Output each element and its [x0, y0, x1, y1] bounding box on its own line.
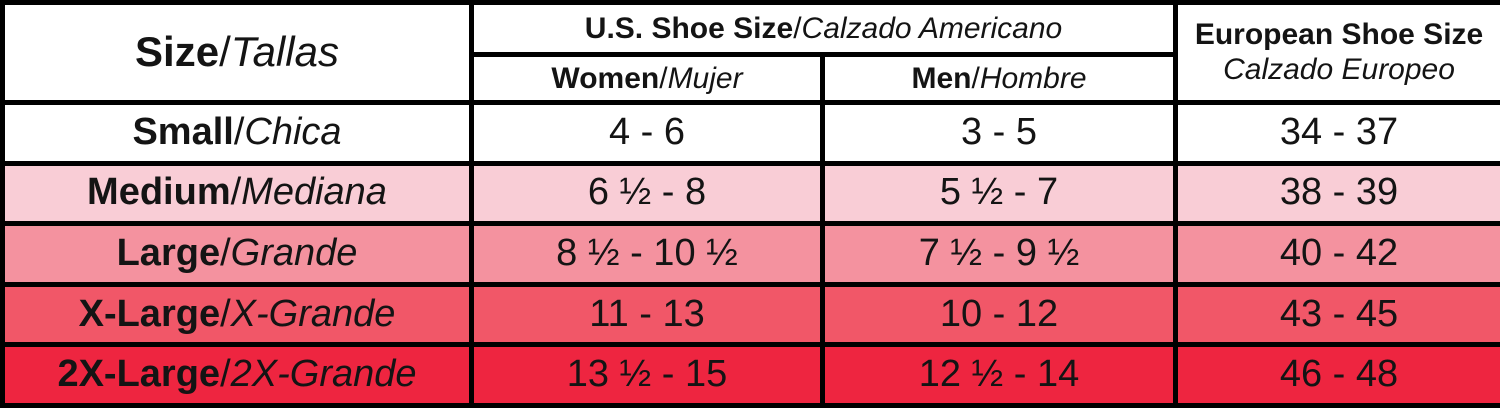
european-value-large: 40 - 42 — [1173, 221, 1500, 287]
size-label-separator: / — [230, 171, 242, 214]
us-header-separator: / — [793, 11, 802, 45]
size-label-es: X-Grande — [230, 292, 396, 335]
size-label-es: Chica — [244, 110, 342, 153]
men-header-es: Hombre — [979, 61, 1087, 95]
size-header-separator: / — [219, 28, 231, 76]
women-value-large: 8 ½ - 10 ½ — [469, 221, 825, 287]
size-label-en: Medium — [87, 171, 231, 214]
size-label-separator: / — [220, 232, 231, 275]
men-value-xlarge: 10 - 12 — [819, 281, 1179, 348]
table-row-2xlarge: 2X-Large/2X-Grande 13 ½ - 15 12 ½ - 14 4… — [0, 342, 1500, 408]
size-label-es: Mediana — [241, 171, 387, 214]
men-subheader: Men/Hombre — [819, 52, 1179, 105]
women-subheader: Women/Mujer — [469, 52, 825, 105]
size-label-en: Large — [116, 232, 221, 275]
women-header-es: Mujer — [667, 61, 743, 95]
european-shoe-size-header: European Shoe Size Calzado Europeo — [1173, 0, 1500, 105]
size-label-xlarge: X-Large/X-Grande — [0, 281, 474, 348]
european-value-medium: 38 - 39 — [1173, 160, 1500, 227]
size-label-en: Small — [132, 110, 234, 153]
women-header-en: Women — [551, 61, 660, 95]
european-value-2xlarge: 46 - 48 — [1173, 342, 1500, 408]
us-shoe-size-header: U.S. Shoe Size/Calzado Americano — [468, 0, 1179, 58]
european-header-en: European Shoe Size — [1194, 17, 1484, 51]
table-row-large: Large/Grande 8 ½ - 10 ½ 7 ½ - 9 ½ 40 - 4… — [0, 221, 1500, 287]
us-header-en: U.S. Shoe Size — [584, 11, 794, 45]
size-header-en: Size — [135, 28, 220, 76]
size-label-2xlarge: 2X-Large/2X-Grande — [0, 342, 474, 408]
header-row-1: Size/Tallas U.S. Shoe Size/Calzado Ameri… — [0, 0, 1500, 105]
header-row-2: Women/Mujer Men/Hombre — [3, 52, 1500, 105]
size-label-small: Small/Chica — [0, 99, 474, 166]
women-value-medium: 6 ½ - 8 — [469, 160, 825, 227]
size-label-es: 2X-Grande — [230, 353, 417, 396]
size-label-large: Large/Grande — [0, 221, 474, 287]
size-label-es: Grande — [230, 232, 358, 275]
women-value-2xlarge: 13 ½ - 15 — [469, 342, 825, 408]
size-label-en: X-Large — [78, 292, 221, 335]
european-header-es: Calzado Europeo — [1223, 53, 1455, 87]
table-row-small: Small/Chica 4 - 6 3 - 5 34 - 37 — [0, 99, 1500, 166]
table-row-xlarge: X-Large/X-Grande 11 - 13 10 - 12 43 - 45 — [0, 281, 1500, 348]
european-value-xlarge: 43 - 45 — [1173, 281, 1500, 348]
table-row-medium: Medium/Mediana 6 ½ - 8 5 ½ - 7 38 - 39 — [0, 160, 1500, 227]
women-value-small: 4 - 6 — [469, 99, 825, 166]
us-header-es: Calzado Americano — [801, 11, 1063, 45]
men-value-small: 3 - 5 — [819, 99, 1179, 166]
men-value-2xlarge: 12 ½ - 14 — [819, 342, 1179, 408]
men-value-large: 7 ½ - 9 ½ — [819, 221, 1179, 287]
women-header-separator: / — [659, 61, 668, 95]
men-header-separator: / — [971, 61, 980, 95]
size-column-header: Size/Tallas — [0, 0, 474, 105]
men-header-en: Men — [911, 61, 972, 95]
men-value-medium: 5 ½ - 7 — [819, 160, 1179, 227]
women-value-xlarge: 11 - 13 — [469, 281, 825, 348]
size-label-en: 2X-Large — [57, 353, 221, 396]
size-header-es: Tallas — [230, 28, 339, 76]
size-label-separator: / — [233, 110, 245, 153]
size-label-medium: Medium/Mediana — [0, 160, 474, 227]
european-value-small: 34 - 37 — [1173, 99, 1500, 166]
size-label-separator: / — [220, 292, 231, 335]
size-label-separator: / — [220, 353, 231, 396]
